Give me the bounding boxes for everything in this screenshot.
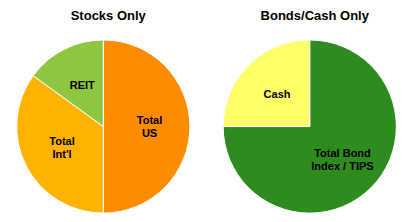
svg-text:Total: Total: [49, 135, 74, 147]
svg-text:Stocks Only: Stocks Only: [71, 8, 147, 23]
svg-text:Bonds/Cash Only: Bonds/Cash Only: [261, 8, 370, 23]
svg-text:Index / TIPS: Index / TIPS: [311, 160, 373, 172]
svg-text:REIT: REIT: [70, 79, 95, 91]
svg-text:Total Bond: Total Bond: [314, 147, 371, 159]
svg-text:US: US: [142, 127, 157, 139]
svg-text:Cash: Cash: [264, 88, 291, 100]
svg-text:Total: Total: [137, 114, 162, 126]
svg-text:Int'l: Int'l: [52, 148, 71, 160]
